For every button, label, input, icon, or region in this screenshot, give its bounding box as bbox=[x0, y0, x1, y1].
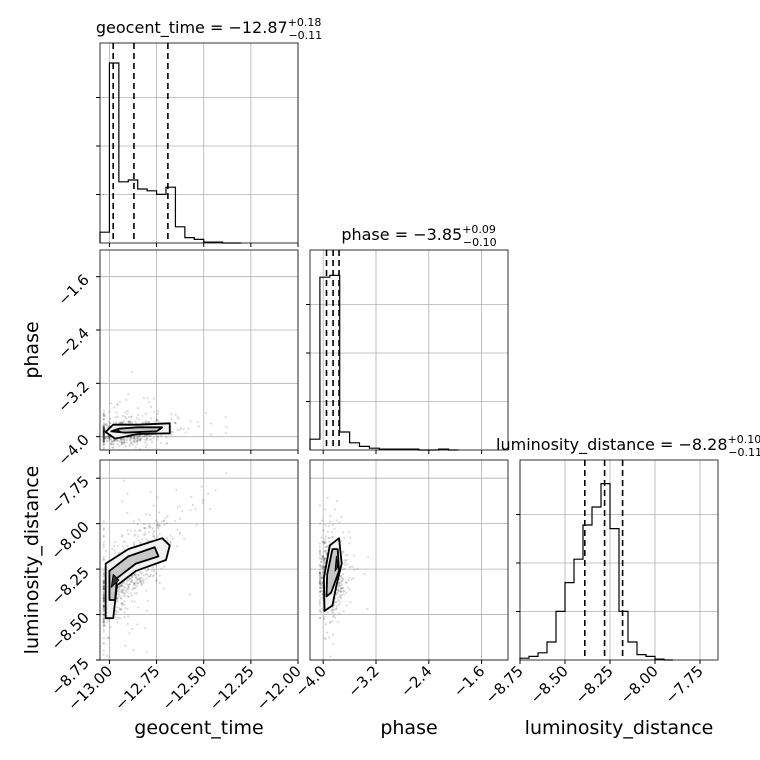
scatter-points bbox=[102, 371, 228, 450]
density-contour bbox=[112, 428, 122, 433]
density-contour bbox=[334, 555, 339, 572]
x-tick-label: −8.25 bbox=[572, 662, 617, 707]
axes-frame bbox=[519, 459, 719, 661]
x-tick-label: −3.2 bbox=[344, 662, 382, 700]
axes-frame bbox=[99, 459, 299, 661]
x-axis-label-geocent_time: geocent_time bbox=[134, 717, 263, 739]
x-tick-label: −12.75 bbox=[111, 662, 163, 714]
title-phase: phase = −3.85+0.09 −0.10 bbox=[341, 223, 496, 249]
histogram-phase bbox=[309, 274, 459, 451]
y-tick-label: −8.50 bbox=[48, 609, 93, 654]
histogram-geocent_time bbox=[99, 62, 242, 244]
x-tick-label: −7.75 bbox=[662, 662, 707, 707]
x-axis-label-luminosity_distance: luminosity_distance bbox=[525, 717, 714, 739]
x-tick-label: −8.00 bbox=[617, 662, 662, 707]
x-tick-label: −2.4 bbox=[397, 662, 435, 700]
y-tick-label: −2.4 bbox=[54, 324, 92, 362]
y-tick-label: −7.75 bbox=[48, 472, 93, 517]
title-luminosity_distance: luminosity_distance = −8.28+0.10 −0.11 bbox=[496, 433, 760, 459]
x-tick-label: −12.50 bbox=[159, 662, 211, 714]
axes-frame bbox=[309, 249, 509, 451]
axes-frame bbox=[309, 459, 509, 661]
x-tick-label: −8.50 bbox=[527, 662, 572, 707]
axes-frame bbox=[99, 249, 299, 451]
y-axis-label-phase: phase bbox=[21, 321, 43, 378]
x-tick-label: −12.25 bbox=[206, 662, 258, 714]
y-tick-label: −8.00 bbox=[48, 518, 93, 563]
density-contour bbox=[108, 546, 160, 601]
y-tick-label: −1.6 bbox=[54, 271, 92, 309]
density-contour bbox=[110, 574, 120, 588]
x-axis-label-phase: phase bbox=[380, 717, 437, 739]
title-geocent_time: geocent_time = −12.87+0.18 −0.11 bbox=[96, 16, 322, 42]
y-axis-label-luminosity_distance: luminosity_distance bbox=[21, 466, 43, 655]
histogram-luminosity_distance bbox=[519, 483, 673, 661]
y-tick-label: −8.25 bbox=[48, 563, 93, 608]
x-tick-label: −8.75 bbox=[482, 662, 527, 707]
y-tick-label: −3.2 bbox=[54, 377, 92, 415]
y-tick-label: −4.0 bbox=[54, 431, 92, 469]
density-contour bbox=[110, 426, 164, 434]
axes-frame bbox=[99, 42, 299, 244]
